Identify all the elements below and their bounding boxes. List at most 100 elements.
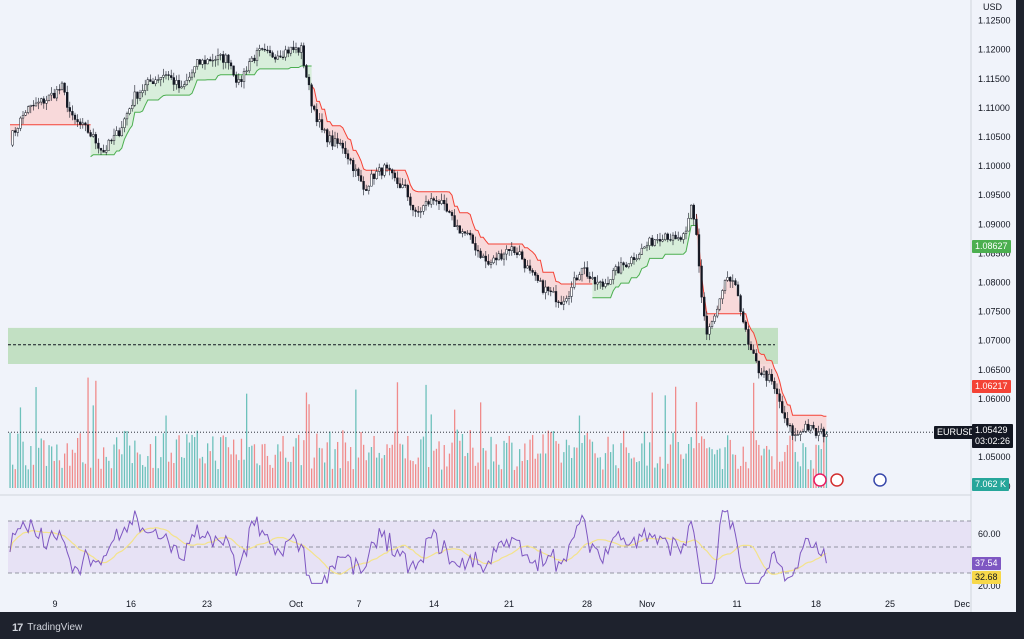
candle-body — [224, 54, 227, 63]
candle-body — [393, 172, 396, 179]
volume-bar — [534, 458, 536, 488]
volume-bar — [693, 448, 695, 488]
tradingview-logo[interactable]: 17 TradingView — [12, 622, 82, 634]
candle-body — [409, 196, 412, 206]
candle-body — [144, 84, 147, 91]
volume-bar — [435, 448, 438, 488]
volume-bar — [155, 436, 157, 488]
candle-body — [81, 122, 84, 125]
volume-bar — [303, 440, 305, 488]
candle-body — [170, 75, 173, 78]
candle-body — [250, 57, 253, 63]
candle-body — [349, 158, 352, 161]
volume-bar — [719, 448, 721, 488]
candle-body — [588, 276, 591, 279]
volume-bar — [815, 444, 817, 488]
volume-bar — [547, 430, 549, 488]
candle-body — [136, 91, 139, 99]
volume-bar — [701, 436, 703, 488]
volume-bar — [56, 444, 58, 488]
candle-body — [404, 184, 407, 186]
volume-bar — [121, 454, 123, 488]
candle-body — [593, 277, 597, 285]
rsi-tick-label: 20.00 — [978, 581, 1001, 591]
candle-body — [419, 211, 422, 213]
volume-bar — [95, 380, 97, 488]
candle-body — [648, 237, 651, 246]
candle-body — [666, 233, 669, 240]
candle-body — [578, 274, 581, 281]
candle-body — [625, 264, 628, 268]
volume-bar — [519, 449, 521, 488]
volume-bar — [173, 463, 175, 488]
candle-body — [146, 79, 149, 86]
candle-body — [216, 55, 220, 60]
candle-body — [804, 423, 807, 432]
volume-bar — [342, 430, 344, 488]
chart-canvas[interactable]: USD 1.12500 1.12000 1.11500 1.11000 1.10500 1.… — [0, 0, 1016, 612]
volume-bar — [537, 453, 539, 488]
volume-bar — [729, 439, 731, 488]
volume-bar — [290, 461, 292, 488]
candle-body — [726, 277, 729, 281]
volume-bar — [191, 434, 193, 488]
volume-bar — [118, 449, 120, 488]
volume-bar — [178, 435, 180, 488]
candle-body — [692, 204, 695, 220]
volume-bar — [40, 438, 42, 488]
candle-body — [92, 134, 95, 137]
candle-body — [653, 239, 656, 246]
volume-bar — [422, 436, 425, 488]
volume-bar — [482, 448, 484, 488]
candle-body — [674, 234, 677, 240]
candle-body — [248, 61, 251, 72]
volume-bar — [201, 456, 204, 488]
candle-body — [539, 280, 542, 282]
volume-bar — [656, 463, 659, 488]
candle-body — [682, 233, 685, 240]
candle-body — [497, 253, 500, 261]
volume-bar — [617, 468, 620, 488]
volume-tag: 7.062 K — [972, 478, 1010, 491]
volume-bar — [610, 452, 612, 488]
chart-panel[interactable]: USD 1.12500 1.12000 1.11500 1.11000 1.10500 1.… — [0, 0, 1016, 612]
volume-bar — [625, 447, 627, 488]
candle-body — [287, 49, 290, 54]
volume-bar — [628, 452, 630, 488]
volume-bar — [339, 468, 341, 488]
candle-body — [466, 232, 469, 235]
candle-body — [437, 201, 441, 204]
volume-bar — [732, 454, 734, 488]
volume-bar — [334, 449, 336, 488]
candle-body — [788, 424, 792, 427]
candle-body — [440, 200, 443, 204]
volume-bar — [415, 464, 417, 488]
volume-bar — [357, 457, 360, 488]
candle-body — [34, 102, 38, 107]
tv-logo-icon: 17 — [12, 621, 23, 634]
candle-body — [107, 139, 110, 151]
candle-body — [307, 76, 311, 86]
volume-bar — [573, 447, 575, 488]
volume-bar — [755, 440, 757, 488]
price-tick-label: 1.06000 — [978, 394, 1011, 404]
volume-bar — [760, 455, 763, 488]
candle-body — [450, 212, 454, 216]
volume-bar — [584, 435, 586, 488]
volume-bar — [612, 444, 614, 488]
volume-bar — [789, 435, 791, 488]
price-tick-label: 1.12000 — [978, 45, 1011, 55]
volume-bar — [503, 440, 505, 488]
candle-body — [513, 246, 516, 253]
candle-body — [567, 296, 571, 299]
volume-bar — [805, 447, 807, 488]
candle-body — [773, 380, 776, 390]
candle-body — [245, 70, 248, 72]
price-tick-label: 1.10000 — [978, 161, 1011, 171]
candle-body — [622, 262, 625, 266]
volume-bar — [511, 442, 513, 488]
candle-body — [703, 296, 706, 317]
candle-body — [86, 124, 90, 133]
price-tick-label: 1.07500 — [978, 307, 1011, 317]
candle-body — [177, 80, 181, 89]
